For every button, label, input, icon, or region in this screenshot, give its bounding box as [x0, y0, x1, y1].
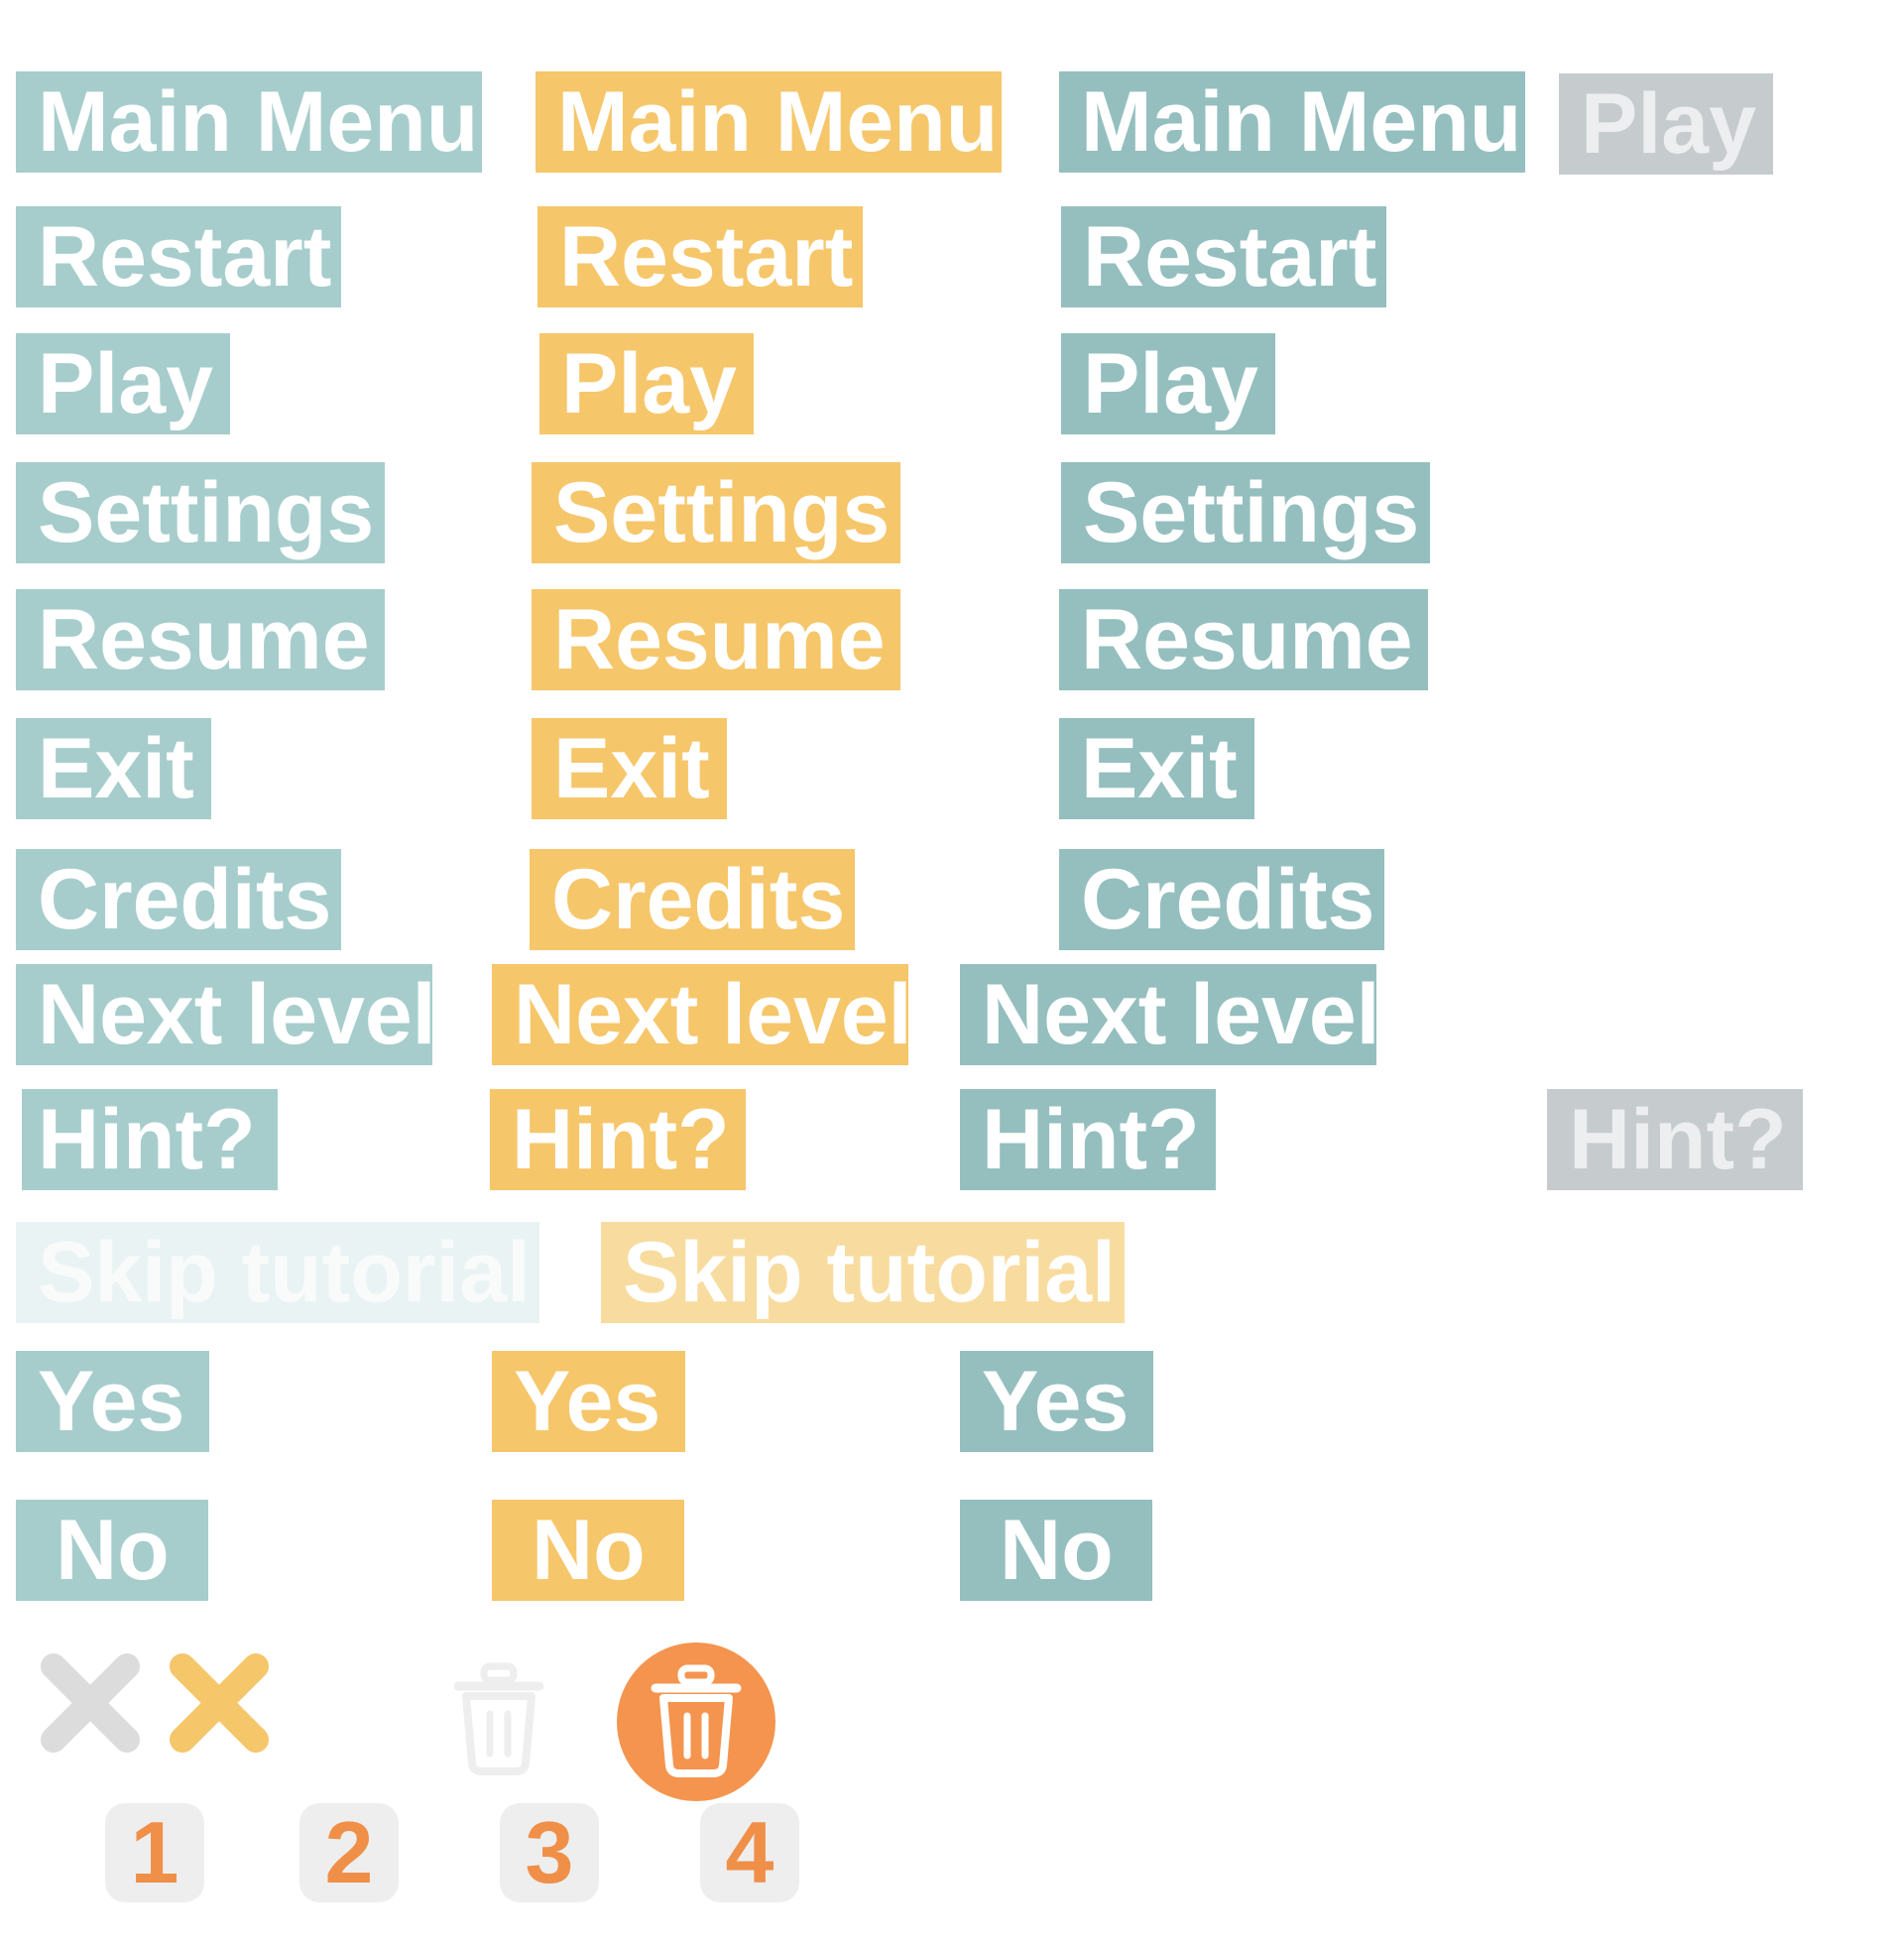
close-icon[interactable] — [40, 1652, 141, 1754]
trash-icon[interactable] — [617, 1643, 775, 1801]
restart-button-hover[interactable]: Restart — [537, 206, 863, 307]
play-button-hover[interactable]: Play — [539, 333, 754, 434]
exit-button-normal[interactable]: Exit — [16, 718, 211, 819]
trash-icon[interactable] — [453, 1662, 544, 1777]
exit-button-pressed[interactable]: Exit — [1059, 718, 1254, 819]
yes-button-hover[interactable]: Yes — [492, 1351, 685, 1452]
play-button-disabled: Play — [1559, 73, 1773, 175]
credits-button-hover[interactable]: Credits — [530, 849, 855, 950]
hint-button-normal[interactable]: Hint? — [22, 1089, 278, 1190]
yes-button-normal[interactable]: Yes — [16, 1351, 209, 1452]
settings-button-hover[interactable]: Settings — [532, 462, 900, 563]
restart-button-normal[interactable]: Restart — [16, 206, 341, 307]
close-icon[interactable] — [169, 1652, 270, 1754]
main-menu-button-hover[interactable]: Main Menu — [536, 71, 1002, 173]
credits-button-pressed[interactable]: Credits — [1059, 849, 1384, 950]
hint-button-hover[interactable]: Hint? — [490, 1089, 746, 1190]
resume-button-pressed[interactable]: Resume — [1059, 589, 1428, 690]
play-button-pressed[interactable]: Play — [1061, 333, 1275, 434]
no-button-pressed[interactable]: No — [960, 1500, 1152, 1601]
hint-button-pressed[interactable]: Hint? — [960, 1089, 1216, 1190]
number-badge-1: 1 — [105, 1803, 204, 1902]
next-level-button-pressed[interactable]: Next level — [960, 964, 1376, 1065]
number-badge-2: 2 — [299, 1803, 399, 1902]
next-level-button-hover[interactable]: Next level — [492, 964, 908, 1065]
yes-button-pressed[interactable]: Yes — [960, 1351, 1153, 1452]
main-menu-button-pressed[interactable]: Main Menu — [1059, 71, 1525, 173]
settings-button-normal[interactable]: Settings — [16, 462, 385, 563]
restart-button-pressed[interactable]: Restart — [1061, 206, 1386, 307]
no-button-normal[interactable]: No — [16, 1500, 208, 1601]
settings-button-pressed[interactable]: Settings — [1061, 462, 1430, 563]
hint-button-disabled: Hint? — [1547, 1089, 1803, 1190]
skip-tutorial-button-hover[interactable]: Skip tutorial — [601, 1222, 1125, 1323]
skip-tutorial-button-disabled: Skip tutorial — [16, 1222, 539, 1323]
main-menu-button-normal[interactable]: Main Menu — [16, 71, 482, 173]
resume-button-hover[interactable]: Resume — [532, 589, 900, 690]
exit-button-hover[interactable]: Exit — [532, 718, 727, 819]
resume-button-normal[interactable]: Resume — [16, 589, 385, 690]
no-button-hover[interactable]: No — [492, 1500, 684, 1601]
play-button-normal[interactable]: Play — [16, 333, 230, 434]
next-level-button-normal[interactable]: Next level — [16, 964, 432, 1065]
number-badge-3: 3 — [500, 1803, 599, 1902]
number-badge-4: 4 — [700, 1803, 799, 1902]
credits-button-normal[interactable]: Credits — [16, 849, 341, 950]
